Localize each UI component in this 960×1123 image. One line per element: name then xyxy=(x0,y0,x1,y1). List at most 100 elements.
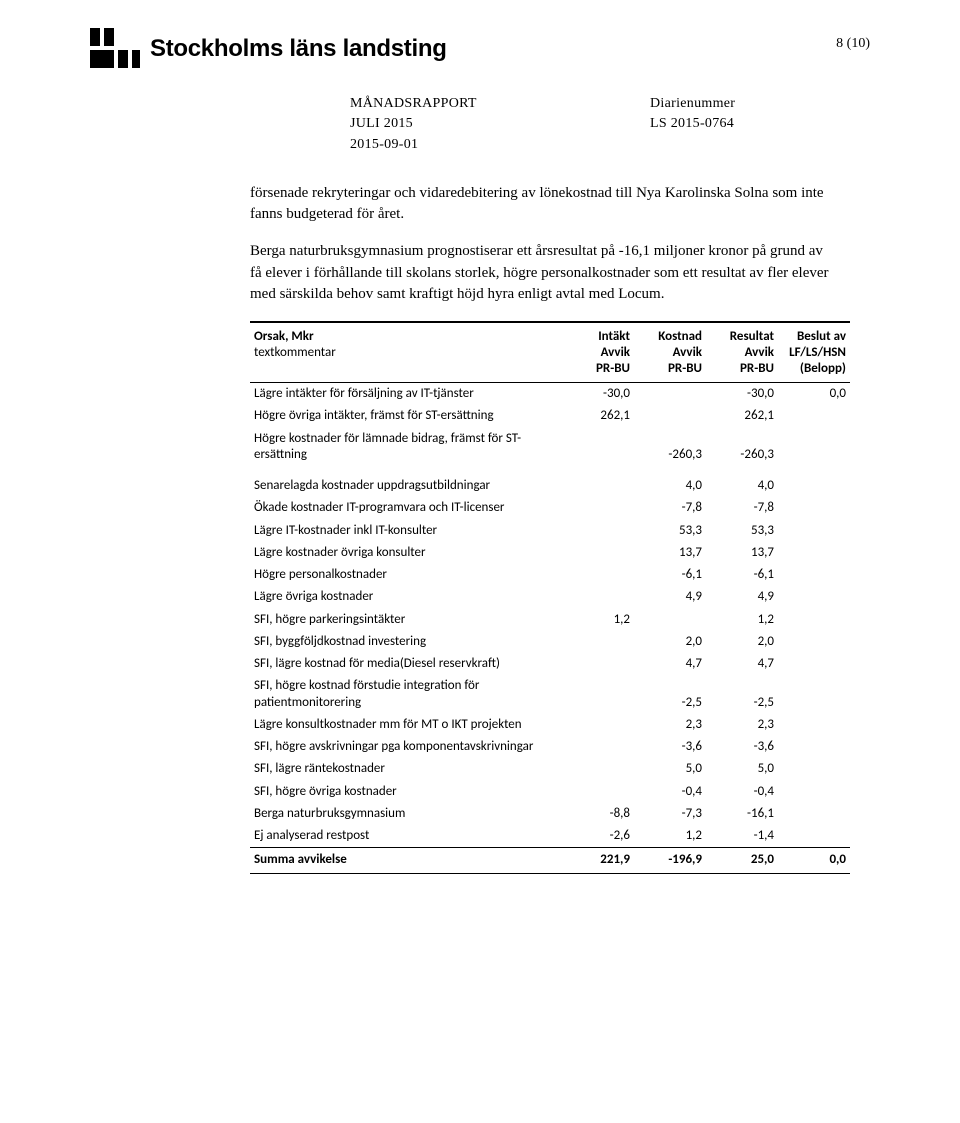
document-meta: MÅNADSRAPPORT JULI 2015 2015-09-01 Diari… xyxy=(350,94,870,155)
variance-table: Orsak, Mkr textkommentar Intäkt Avvik PR… xyxy=(250,321,850,873)
cell-intakt xyxy=(562,586,634,608)
cell-resultat: 1,2 xyxy=(706,609,778,631)
th-kostnad: Kostnad Avvik PR-BU xyxy=(634,322,706,382)
cell-intakt xyxy=(562,466,634,497)
cell-label: Högre kostnader för lämnade bidrag, främ… xyxy=(250,428,562,467)
cell-intakt xyxy=(562,736,634,758)
cell-resultat: 2,3 xyxy=(706,714,778,736)
cell-resultat: -30,0 xyxy=(706,383,778,406)
cell-beslut xyxy=(778,564,850,586)
cell-beslut xyxy=(778,520,850,542)
cell-kostnad: 4,0 xyxy=(634,466,706,497)
table-row: Berga naturbruksgymnasium-8,8-7,3-16,1 xyxy=(250,803,850,825)
table-row: Högre personalkostnader-6,1-6,1 xyxy=(250,564,850,586)
cell-intakt: 221,9 xyxy=(562,848,634,873)
page-header: Stockholms läns landsting 8 (10) xyxy=(90,28,870,70)
cell-resultat: -260,3 xyxy=(706,428,778,467)
cell-beslut xyxy=(778,631,850,653)
cell-kostnad xyxy=(634,609,706,631)
th-intakt: Intäkt Avvik PR-BU xyxy=(562,322,634,382)
cell-resultat: 2,0 xyxy=(706,631,778,653)
cell-intakt xyxy=(562,653,634,675)
cell-kostnad: -196,9 xyxy=(634,848,706,873)
table-header: Orsak, Mkr textkommentar Intäkt Avvik PR… xyxy=(250,322,850,382)
th-beslut-l1: Beslut av xyxy=(797,329,846,344)
cell-kostnad: -2,5 xyxy=(634,675,706,714)
cell-kostnad: 1,2 xyxy=(634,825,706,848)
th-resultat: Resultat Avvik PR-BU xyxy=(706,322,778,382)
table-row: SFI, högre parkeringsintäkter1,21,2 xyxy=(250,609,850,631)
cell-resultat: 13,7 xyxy=(706,542,778,564)
page-number: 8 (10) xyxy=(836,36,870,52)
cell-kostnad: 5,0 xyxy=(634,758,706,780)
variance-table-wrap: Orsak, Mkr textkommentar Intäkt Avvik PR… xyxy=(250,321,850,873)
cell-resultat: -0,4 xyxy=(706,781,778,803)
cell-beslut xyxy=(778,586,850,608)
report-date: 2015-09-01 xyxy=(350,135,650,155)
table-row: Senarelagda kostnader uppdragsutbildning… xyxy=(250,466,850,497)
cell-intakt: 262,1 xyxy=(562,405,634,427)
cell-label: Ökade kostnader IT-programvara och IT-li… xyxy=(250,497,562,519)
cell-intakt xyxy=(562,781,634,803)
table-summary-row: Summa avvikelse221,9-196,925,00,0 xyxy=(250,848,850,873)
cell-resultat: -6,1 xyxy=(706,564,778,586)
cell-beslut xyxy=(778,428,850,467)
table-row: Ej analyserad restpost-2,61,2-1,4 xyxy=(250,825,850,848)
diarie-number: LS 2015-0764 xyxy=(650,114,735,134)
cell-kostnad: 4,9 xyxy=(634,586,706,608)
cell-resultat: -2,5 xyxy=(706,675,778,714)
cell-kostnad: -0,4 xyxy=(634,781,706,803)
cell-intakt xyxy=(562,631,634,653)
cell-label: SFI, byggföljdkostnad investering xyxy=(250,631,562,653)
cell-beslut: 0,0 xyxy=(778,848,850,873)
cell-label: SFI, lägre räntekostnader xyxy=(250,758,562,780)
cell-beslut xyxy=(778,781,850,803)
cell-resultat: 262,1 xyxy=(706,405,778,427)
cell-kostnad: 13,7 xyxy=(634,542,706,564)
diarie-label: Diarienummer xyxy=(650,94,735,114)
cell-label: Ej analyserad restpost xyxy=(250,825,562,848)
cell-kostnad: -7,3 xyxy=(634,803,706,825)
th-label-l2: textkommentar xyxy=(254,345,336,360)
sll-logo-icon xyxy=(90,28,140,70)
th-resultat-l3: PR-BU xyxy=(740,361,774,376)
cell-kostnad: 53,3 xyxy=(634,520,706,542)
cell-label: Högre övriga intäkter, främst för ST-ers… xyxy=(250,405,562,427)
cell-beslut xyxy=(778,497,850,519)
th-intakt-l2: Avvik xyxy=(601,345,630,360)
cell-beslut xyxy=(778,609,850,631)
cell-intakt xyxy=(562,542,634,564)
cell-intakt xyxy=(562,520,634,542)
cell-kostnad: -3,6 xyxy=(634,736,706,758)
th-intakt-l3: PR-BU xyxy=(596,361,630,376)
th-kostnad-l3: PR-BU xyxy=(668,361,702,376)
cell-kostnad xyxy=(634,383,706,406)
cell-resultat: 53,3 xyxy=(706,520,778,542)
cell-intakt: 1,2 xyxy=(562,609,634,631)
cell-kostnad: -260,3 xyxy=(634,428,706,467)
cell-resultat: 25,0 xyxy=(706,848,778,873)
th-kostnad-l1: Kostnad xyxy=(658,329,702,344)
cell-resultat: 4,0 xyxy=(706,466,778,497)
table-row: Högre kostnader för lämnade bidrag, främ… xyxy=(250,428,850,467)
table-row: Lägre konsultkostnader mm för MT o IKT p… xyxy=(250,714,850,736)
th-label: Orsak, Mkr textkommentar xyxy=(250,322,562,382)
cell-label: Lägre konsultkostnader mm för MT o IKT p… xyxy=(250,714,562,736)
cell-label: SFI, högre övriga kostnader xyxy=(250,781,562,803)
cell-beslut xyxy=(778,825,850,848)
cell-label: SFI, lägre kostnad för media(Diesel rese… xyxy=(250,653,562,675)
cell-label: Summa avvikelse xyxy=(250,848,562,873)
table-row: Lägre intäkter för försäljning av IT-tjä… xyxy=(250,383,850,406)
table-row: Ökade kostnader IT-programvara och IT-li… xyxy=(250,497,850,519)
table-row: SFI, högre avskrivningar pga komponentav… xyxy=(250,736,850,758)
cell-beslut xyxy=(778,736,850,758)
cell-intakt xyxy=(562,428,634,467)
cell-resultat: -1,4 xyxy=(706,825,778,848)
cell-kostnad: -7,8 xyxy=(634,497,706,519)
cell-intakt xyxy=(562,675,634,714)
paragraph-2: Berga naturbruksgymnasium prognostiserar… xyxy=(250,241,830,305)
cell-beslut xyxy=(778,675,850,714)
cell-intakt xyxy=(562,758,634,780)
report-period: JULI 2015 xyxy=(350,114,650,134)
table-row: SFI, högre kostnad förstudie integration… xyxy=(250,675,850,714)
